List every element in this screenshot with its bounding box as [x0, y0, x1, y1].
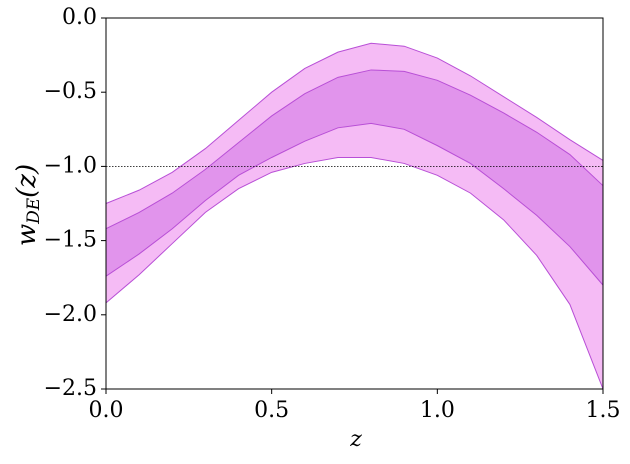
y-tick-label: −1.0	[44, 153, 97, 178]
y-axis-label: wDE(z)	[12, 164, 44, 246]
y-tick-label: −2.5	[44, 376, 97, 401]
band-edge	[105, 42, 604, 204]
y-label-sub: DE	[24, 197, 44, 225]
y-tick-label: −2.0	[44, 302, 97, 327]
band-edge	[105, 122, 604, 286]
band-edge	[105, 69, 604, 230]
x-tick-label: 1.0	[420, 398, 455, 423]
y-label-base: w	[12, 224, 42, 246]
x-axis-label: z	[349, 427, 362, 452]
x-tick-label: 0.0	[89, 398, 124, 423]
plot-frame	[105, 17, 604, 390]
y-tick-label: 0.0	[62, 5, 97, 30]
x-tick-label: 0.5	[254, 398, 289, 423]
band	[106, 69, 603, 286]
y-tick-label: −0.5	[44, 79, 97, 104]
x-tick-label: 1.5	[586, 398, 621, 423]
y-tick-label: −1.5	[44, 228, 97, 253]
band-edge	[105, 156, 604, 390]
y-label-rest: (z)	[12, 164, 42, 198]
